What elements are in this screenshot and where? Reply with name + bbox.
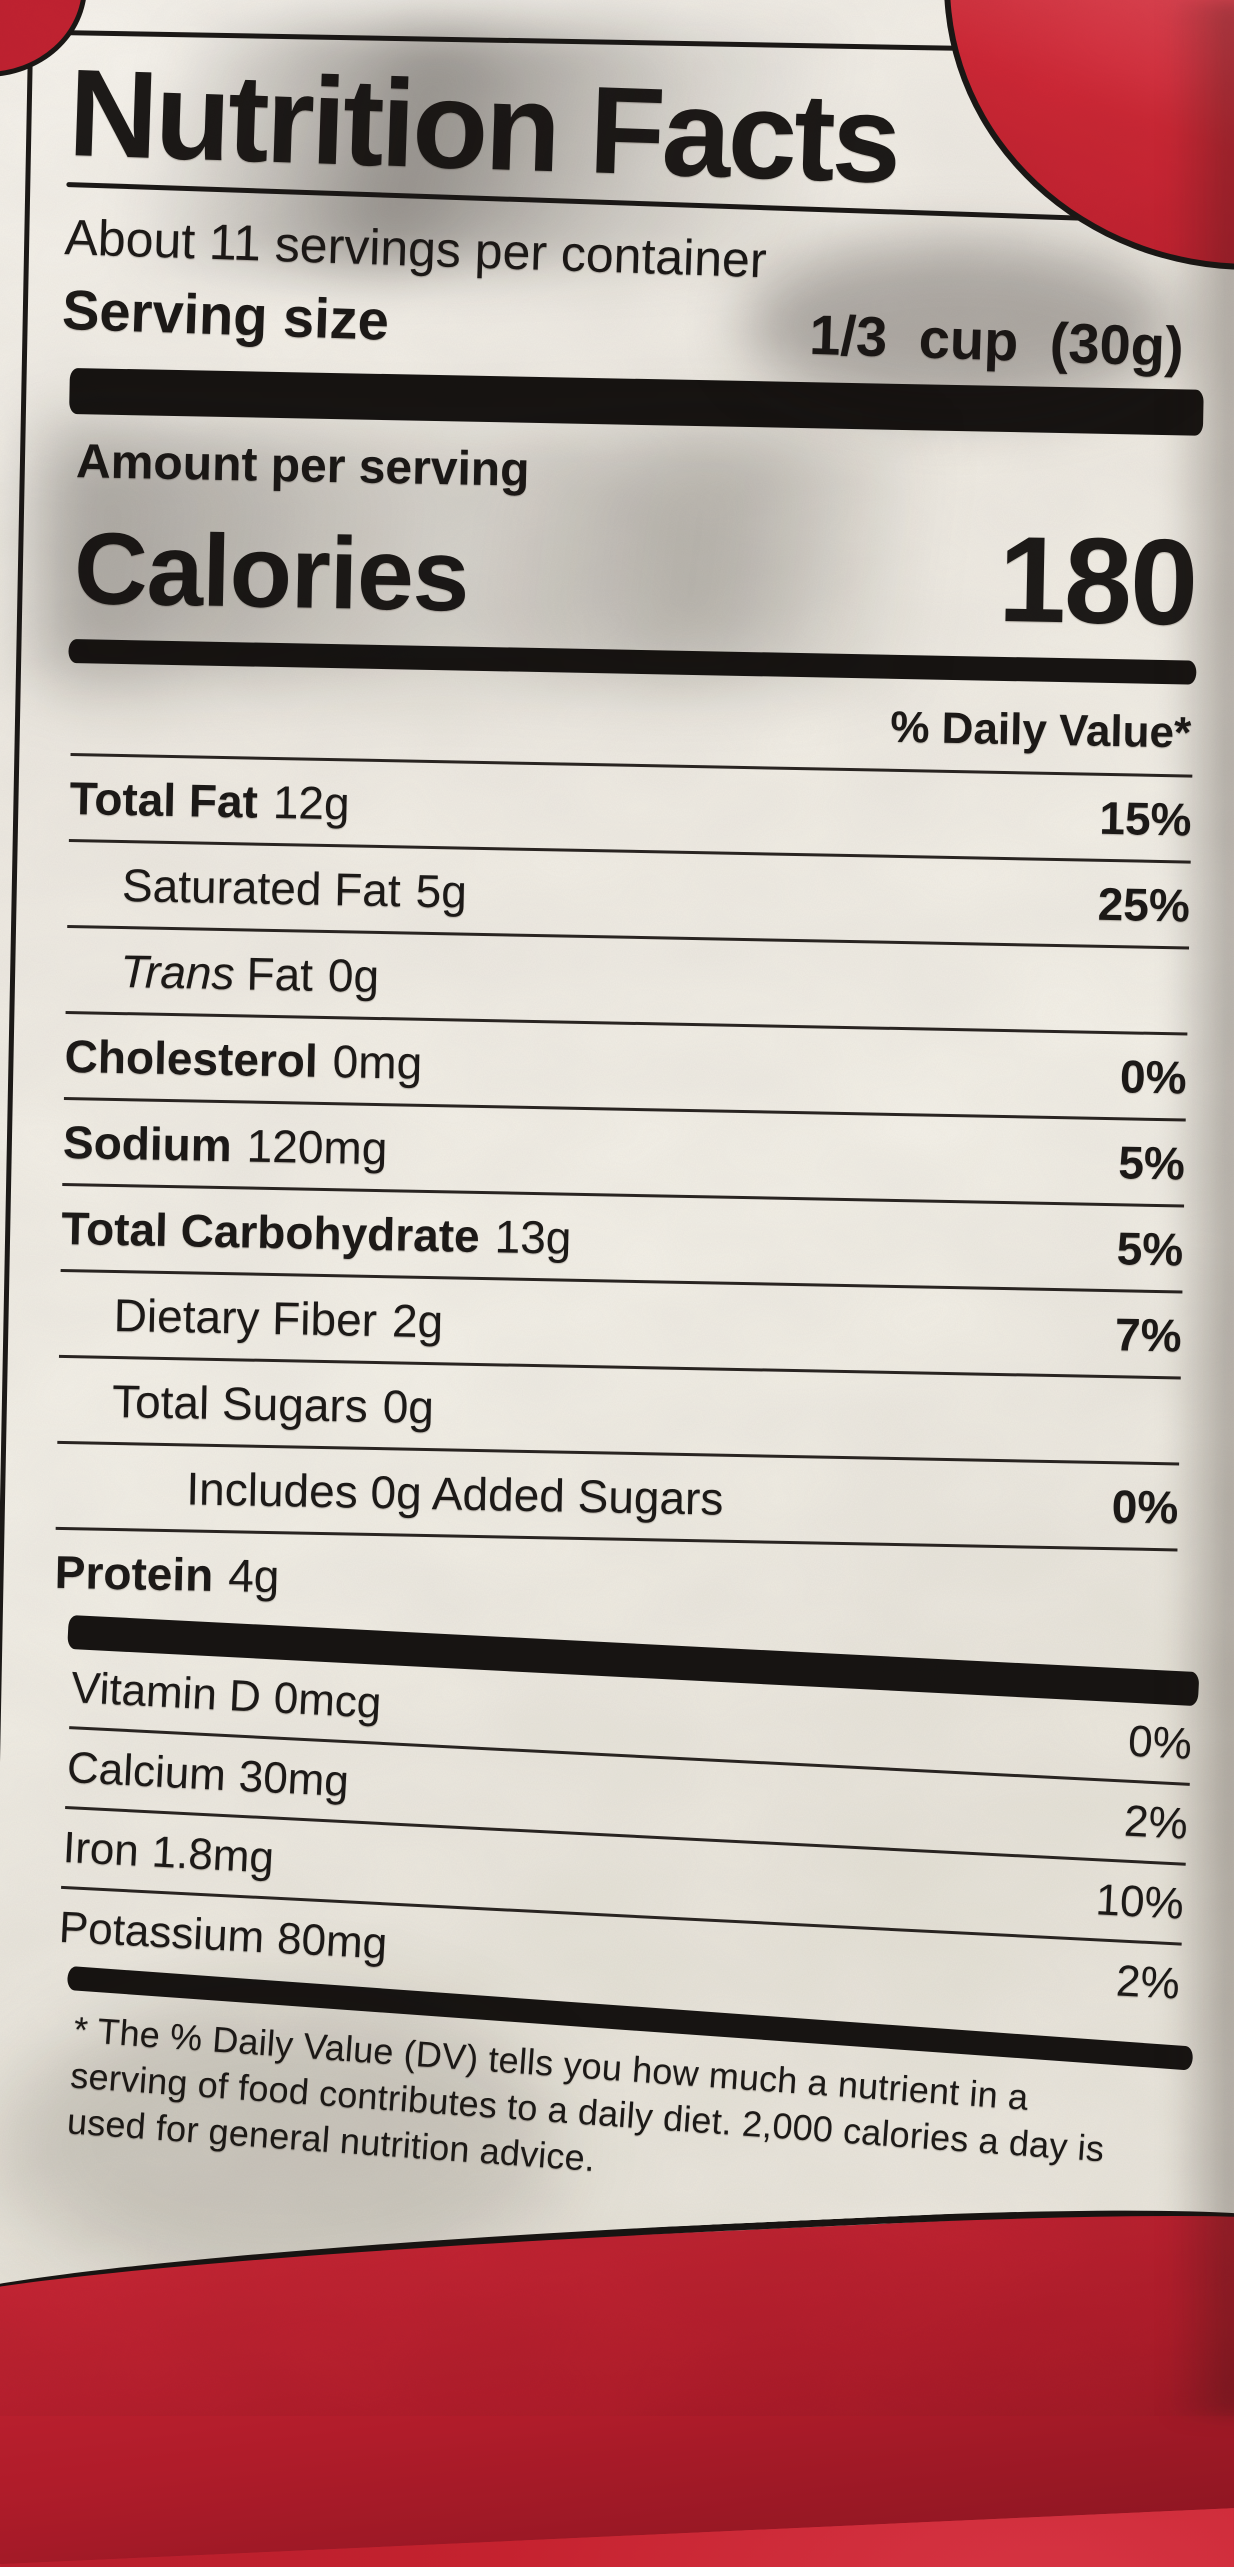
nutrient-amount: 0g [382,1380,435,1434]
calories-label: Calories [73,511,470,634]
nutrient-name: Potassium [57,1903,266,1963]
nutrient-dv: 7% [1114,1308,1183,1362]
nutrient-dv: 0% [1111,1480,1179,1534]
nutrient-name: Total Fat [69,772,259,829]
nutrient-name: Saturated Fat [121,859,402,917]
nutrient-amount: 0g [327,949,380,1003]
nutrient-amount: 4g [227,1549,280,1603]
calories-value: 180 [997,511,1198,652]
nutrient-name: Fat [246,947,314,1002]
nutrient-amount: 0mcg [272,1673,383,1729]
nutrient-dv: 0% [1127,1717,1194,1770]
nutrient-amount: 0mg [332,1035,423,1090]
nutrient-name: Iron [61,1823,141,1877]
nutrient-dv: 10% [1094,1875,1185,1930]
thick-divider-bar [69,368,1204,437]
nutrient-name: Sodium [62,1116,233,1172]
nutrient-name: Dietary Fiber [113,1289,378,1347]
calories-row: Calories 180 [73,492,1197,654]
nutrient-panel: Amount per serving Calories 180 % Daily … [54,368,1204,1635]
nutrient-dv: 5% [1116,1222,1184,1276]
nutrition-facts-label: Nutrition Facts About 11 servings per co… [0,0,1234,2416]
nutrient-dv: 15% [1098,792,1192,847]
nutrient-dv: 2% [1114,1956,1181,2010]
nutrient-dv: 0% [1119,1050,1188,1104]
micronutrient-panel: Vitamin D 0mcg 0% Calcium 30mg 2% Iron 1… [57,1615,1200,2024]
serving-size-value: 1/3 cup (30g) [808,303,1185,379]
serving-size-label: Serving size [61,278,390,353]
nutrient-amount: 30mg [237,1752,351,1807]
nutrient-amount: 12g [272,776,351,830]
nutrient-name: Includes 0g Added Sugars [185,1462,724,1526]
nutrient-name: Calcium [65,1743,228,1801]
nutrient-amount: 1.8mg [150,1827,276,1884]
nutrient-amount: 80mg [275,1914,389,1969]
nutrient-name: Vitamin D [69,1663,263,1723]
nutrient-dv: 25% [1097,878,1191,933]
nutrient-amount: 13g [494,1210,572,1265]
nutrient-amount: 120mg [246,1119,388,1175]
nutrient-dv: 5% [1117,1136,1186,1190]
nutrient-name: Total Sugars [111,1375,369,1433]
nutrient-amount: 5g [415,865,468,919]
nutrient-name: Cholesterol [64,1030,319,1088]
nutrient-name: Protein [54,1546,214,1602]
nutrient-amount: 2g [391,1294,444,1348]
nutrient-name: Total Carbohydrate [60,1202,481,1263]
nutrient-name-italic: Trans [119,945,236,1000]
nutrient-dv: 2% [1122,1797,1189,1850]
